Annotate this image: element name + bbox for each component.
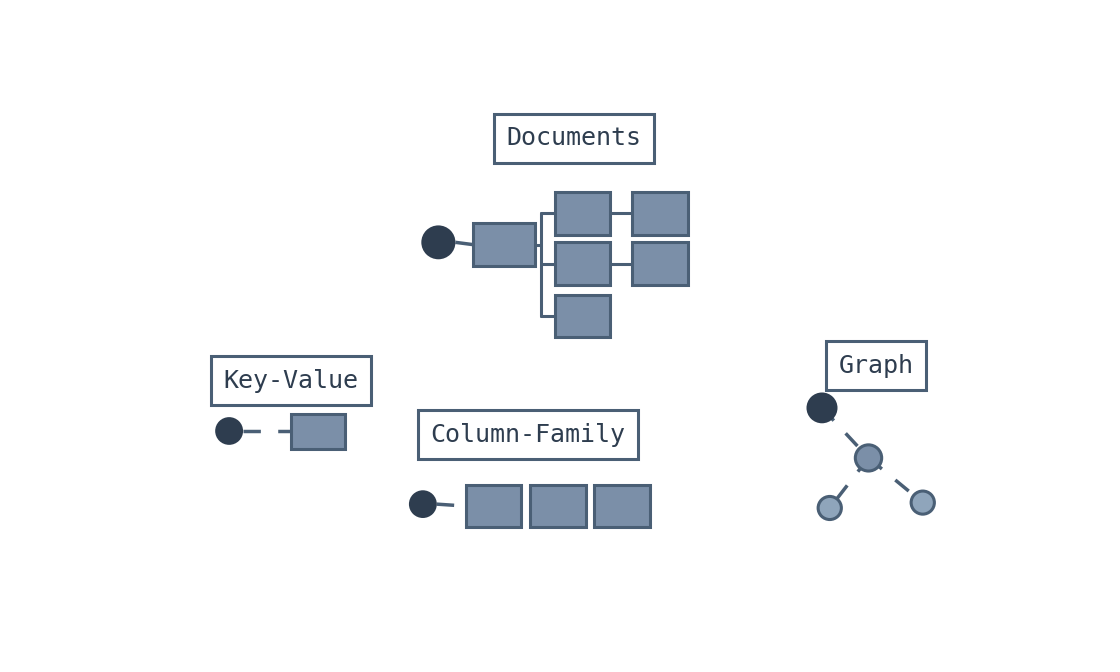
Circle shape: [912, 491, 934, 514]
FancyBboxPatch shape: [632, 243, 688, 285]
Circle shape: [215, 417, 243, 445]
Text: Key-Value: Key-Value: [224, 369, 358, 393]
Circle shape: [806, 392, 838, 423]
FancyBboxPatch shape: [474, 223, 535, 266]
Circle shape: [409, 491, 437, 518]
Circle shape: [818, 497, 841, 519]
Circle shape: [421, 225, 456, 259]
Text: Graph: Graph: [839, 353, 914, 378]
Text: Column-Family: Column-Family: [430, 423, 625, 447]
FancyBboxPatch shape: [554, 295, 610, 337]
FancyBboxPatch shape: [466, 485, 521, 528]
FancyBboxPatch shape: [291, 414, 345, 450]
FancyBboxPatch shape: [530, 485, 586, 528]
FancyBboxPatch shape: [594, 485, 650, 528]
FancyBboxPatch shape: [632, 192, 688, 235]
FancyBboxPatch shape: [554, 192, 610, 235]
Text: Documents: Documents: [506, 126, 642, 151]
Circle shape: [856, 445, 881, 471]
FancyBboxPatch shape: [554, 243, 610, 285]
